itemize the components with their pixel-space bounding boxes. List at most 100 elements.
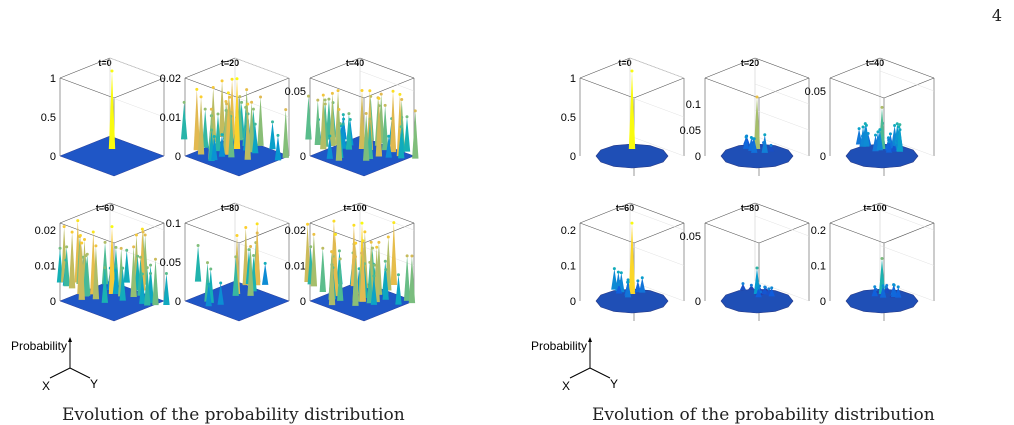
probability-peak [119, 268, 126, 301]
peak-marker [306, 222, 310, 226]
peak-marker [229, 110, 233, 114]
peak-marker [396, 273, 400, 277]
peak-marker [140, 272, 144, 276]
peak-marker [210, 128, 214, 132]
z-tick-label: 0 [175, 151, 181, 163]
peak-marker [763, 285, 767, 289]
peak-marker [337, 108, 341, 112]
probability-peak [390, 222, 398, 285]
probability-peak [101, 242, 109, 285]
axes-orientation-legend: Probability X Y [524, 335, 634, 395]
peak-marker [245, 88, 249, 92]
peak-marker [360, 89, 364, 92]
z-tick-label: 0 [820, 296, 826, 308]
peak-marker [252, 253, 256, 257]
peak-marker [203, 107, 207, 111]
peak-marker [755, 95, 759, 99]
peak-marker [757, 286, 761, 290]
peak-marker [250, 100, 254, 104]
peak-marker [132, 245, 136, 249]
peak-marker [375, 245, 379, 249]
peak-marker [626, 280, 630, 284]
figure-caption-left: Evolution of the probability distributio… [62, 405, 405, 425]
figure-localized-walk: t=0 0 0.5 1 t=20 0 0.05 0.1 t=40 0 0.05 t=60 0 0.1 0.2… [520, 50, 1000, 393]
probability-peak [269, 121, 276, 150]
z-tick-label: 0.05 [160, 257, 181, 269]
peak-marker [391, 89, 395, 93]
probability-peak [274, 135, 282, 161]
peak-marker [895, 122, 899, 126]
z-tick-label: 0.1 [561, 261, 576, 273]
peak-marker [259, 95, 263, 99]
probability-peak [320, 95, 327, 150]
peak-marker [323, 98, 327, 102]
peak-marker [617, 282, 621, 286]
peak-marker [338, 257, 342, 261]
peak-marker [379, 92, 383, 96]
z-tick-label: 0.1 [166, 218, 181, 230]
probability-peak [211, 136, 218, 161]
subplot-title: t=60 [615, 203, 635, 213]
probability-peak [336, 258, 344, 301]
peak-marker [70, 230, 74, 234]
probability-peak [871, 286, 878, 297]
probability-peak [139, 274, 146, 304]
probability-peak [112, 266, 120, 294]
subplot-title: t=0 [98, 58, 112, 68]
surface-subplot-t-0: t=0 0 0.5 1 [30, 50, 180, 190]
peak-marker [749, 135, 753, 139]
z-tick-label: 0.2 [561, 225, 576, 237]
peak-marker [209, 107, 213, 111]
surface-plot: 0 0.01 0.02 [160, 57, 290, 177]
peak-marker [341, 122, 345, 126]
probability-peak [389, 91, 397, 153]
probability-axis-label: Probability [11, 339, 67, 353]
peak-marker [353, 255, 357, 259]
surface-plot: 00.51 [41, 57, 165, 177]
surface-subplot-t-20: t=20 0 0.01 0.02 [155, 50, 305, 190]
peak-marker [114, 245, 118, 249]
peak-marker [140, 227, 144, 231]
peak-marker [224, 100, 228, 104]
z-tick-label: 0.5 [561, 112, 576, 124]
probability-peak [248, 102, 255, 153]
probability-peak [761, 287, 768, 295]
peak-marker [342, 117, 346, 121]
probability-peak [863, 125, 870, 147]
peak-marker [770, 286, 774, 290]
peak-marker [323, 102, 327, 106]
probability-peak [370, 275, 378, 305]
surface-plot: 0 0.1 0.2 [811, 202, 935, 321]
peak-marker [368, 89, 372, 93]
probability-peak [381, 105, 389, 151]
subplot-title: t=40 [345, 58, 365, 68]
probability-peak [398, 126, 405, 159]
probability-peak [639, 277, 646, 293]
peak-marker [386, 235, 390, 239]
probability-peak [305, 96, 312, 140]
probability-peak [895, 286, 902, 298]
peak-marker [199, 95, 203, 99]
peak-marker [139, 255, 143, 259]
probability-peak [194, 245, 202, 282]
probability-peak [628, 71, 636, 149]
z-tick-label: 0 [820, 151, 826, 163]
probability-peak [310, 234, 318, 287]
peak-marker [316, 98, 320, 102]
peak-marker [80, 241, 84, 245]
peak-marker [767, 287, 771, 291]
subplot-title: t=80 [220, 203, 240, 213]
peak-marker [206, 261, 210, 265]
peak-marker [125, 248, 129, 252]
surface-subplot-t-20: t=20 0 0.05 0.1 [675, 50, 825, 190]
subplot-title: t=60 [95, 203, 115, 213]
surface-subplot-t-100: t=100 0 0.01 0.02 [280, 195, 430, 335]
peak-marker [892, 283, 896, 287]
peak-marker [78, 234, 82, 238]
probability-peak [362, 113, 370, 161]
peak-marker [228, 95, 232, 99]
peak-marker [91, 230, 95, 234]
peak-marker [372, 274, 376, 278]
peak-marker [195, 87, 199, 91]
probability-peak [748, 285, 755, 290]
